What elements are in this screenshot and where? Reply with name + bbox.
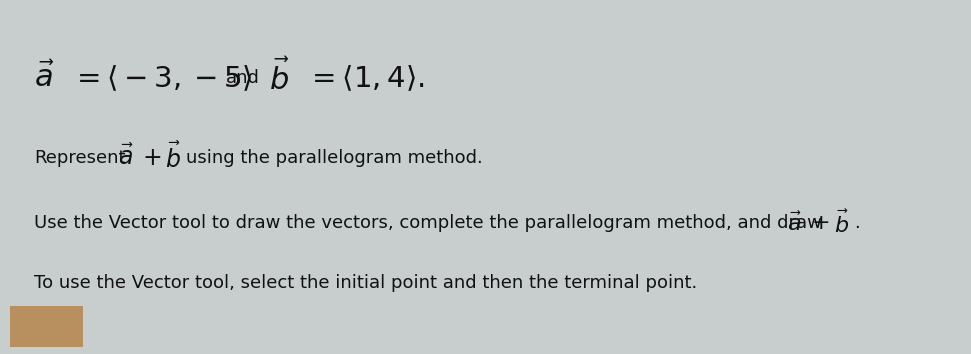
Text: and: and — [226, 69, 260, 87]
Bar — [10, 306, 83, 347]
Text: $\vec{a}$: $\vec{a}$ — [118, 145, 135, 170]
Text: To use the Vector tool, select the initial point and then the terminal point.: To use the Vector tool, select the initi… — [34, 274, 697, 292]
Text: $\vec{a}$: $\vec{a}$ — [34, 62, 54, 93]
Text: $\vec{b}$: $\vec{b}$ — [165, 142, 182, 173]
Text: $+$: $+$ — [811, 213, 829, 233]
Text: $\vec{b}$: $\vec{b}$ — [834, 210, 850, 236]
Text: .: . — [854, 214, 860, 232]
Text: $= \langle 1, 4\rangle.$: $= \langle 1, 4\rangle.$ — [306, 63, 424, 93]
Text: $= \langle -3, -5\rangle$: $= \langle -3, -5\rangle$ — [71, 63, 252, 93]
Text: Represent: Represent — [34, 149, 125, 166]
Text: $\vec{b}$: $\vec{b}$ — [269, 59, 289, 96]
Text: using the parallelogram method.: using the parallelogram method. — [186, 149, 484, 166]
Text: $+$: $+$ — [142, 145, 161, 170]
Text: $\vec{a}$: $\vec{a}$ — [787, 211, 802, 235]
Text: Use the Vector tool to draw the vectors, complete the parallelogram method, and : Use the Vector tool to draw the vectors,… — [34, 214, 821, 232]
